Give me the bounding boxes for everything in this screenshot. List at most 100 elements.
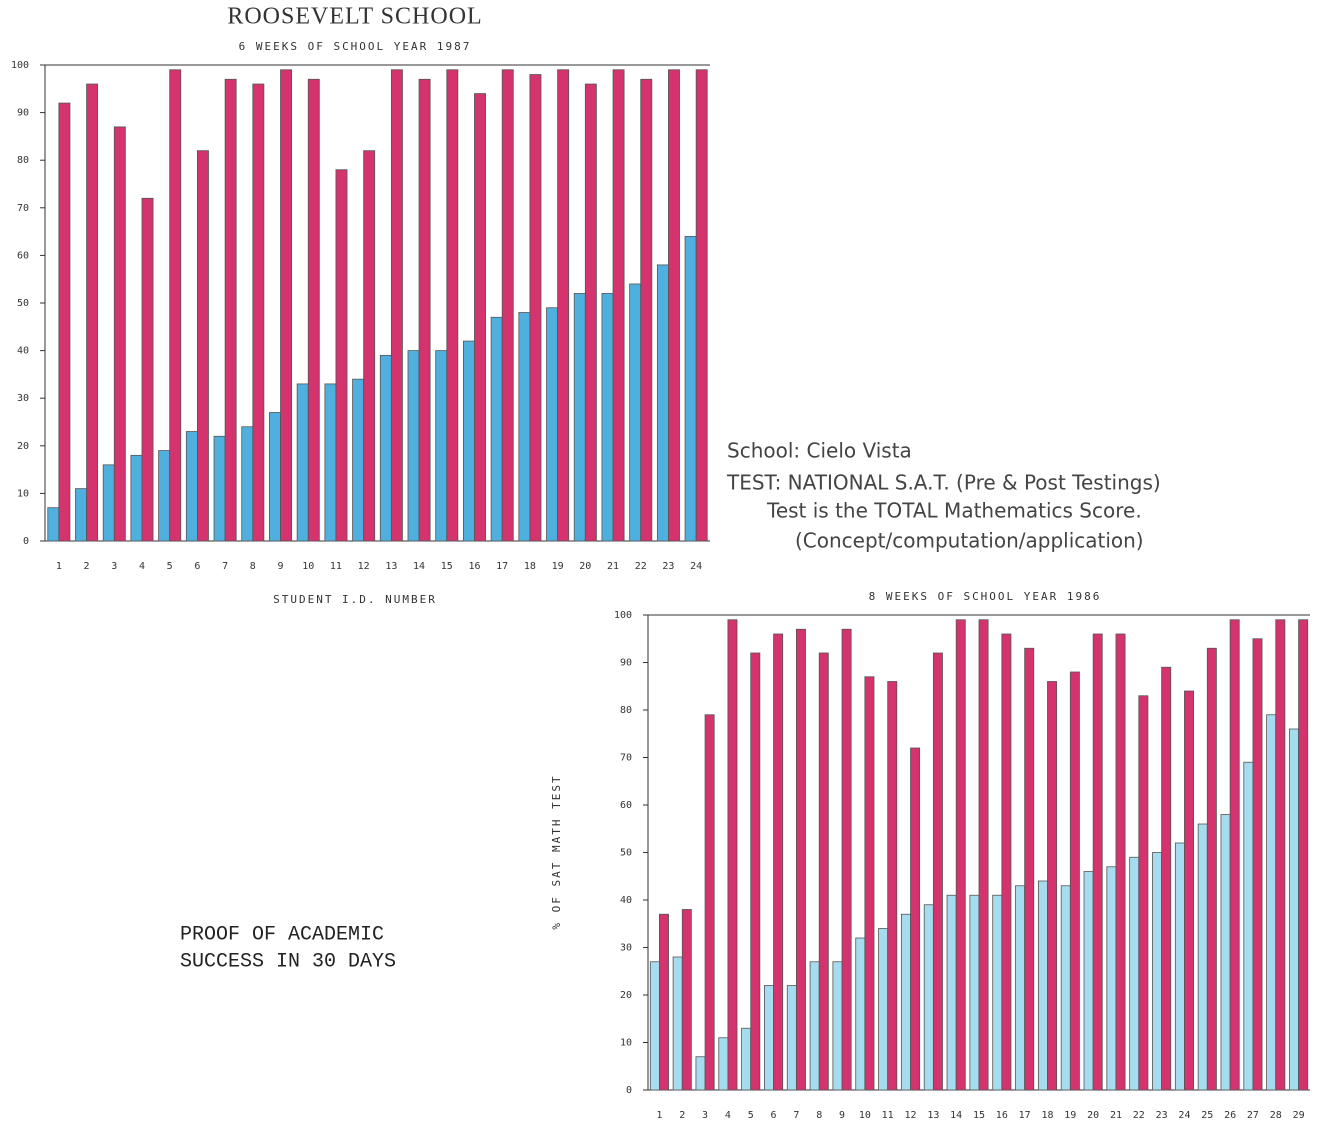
bar [280, 69, 293, 542]
x-tick-label: 19 [552, 561, 564, 572]
x-tick-label: 12 [904, 1110, 916, 1121]
bar [809, 961, 820, 1091]
bar [58, 102, 71, 542]
y-tick-label: 50 [17, 298, 29, 309]
bar [1092, 633, 1103, 1091]
x-tick-label: 8 [250, 561, 256, 572]
bar [887, 681, 898, 1091]
bar [741, 1027, 752, 1091]
bar [681, 909, 692, 1091]
chart-subtitle: 6 WEEKS OF SCHOOL YEAR 1987 [239, 40, 472, 53]
bar [407, 350, 420, 542]
bar [158, 450, 171, 542]
bar [764, 985, 774, 1091]
x-tick-label: 25 [1201, 1110, 1213, 1121]
bar [1206, 647, 1217, 1091]
x-tick-label: 11 [882, 1110, 894, 1121]
bar [352, 378, 365, 542]
bar [1161, 666, 1172, 1091]
annotation: (Concept/computation/application) [795, 529, 1144, 553]
x-tick-label: 17 [1019, 1110, 1031, 1121]
x-tick-label: 27 [1247, 1110, 1259, 1121]
x-tick-label: 14 [413, 561, 425, 572]
bar [1289, 728, 1299, 1091]
y-axis-label: % OF SAT MATH TEST [550, 774, 563, 929]
bar [224, 78, 237, 542]
x-tick-label: 21 [607, 561, 619, 572]
x-tick-label: 13 [385, 561, 397, 572]
bar [978, 619, 989, 1091]
bar [546, 307, 559, 542]
x-tick-label: 5 [748, 1110, 754, 1121]
bar [185, 431, 198, 542]
x-tick-label: 9 [278, 561, 284, 572]
x-tick-label: 20 [1087, 1110, 1099, 1121]
y-tick-label: 60 [17, 250, 29, 261]
x-tick-label: 28 [1270, 1110, 1282, 1121]
x-tick-label: 2 [679, 1110, 685, 1121]
bar [1069, 671, 1080, 1091]
bar [818, 652, 829, 1091]
bar [113, 126, 126, 542]
bar [969, 894, 980, 1091]
y-tick-label: 100 [614, 610, 632, 621]
x-tick-label: 14 [950, 1110, 962, 1121]
bar [640, 78, 653, 542]
y-tick-label: 70 [17, 203, 29, 214]
x-tick-label: 15 [441, 561, 453, 572]
bar [1138, 695, 1149, 1091]
x-tick-label: 4 [139, 561, 145, 572]
bar [878, 928, 889, 1091]
bar [102, 464, 115, 542]
bar [324, 383, 337, 542]
bar [462, 340, 475, 542]
x-tick-label: 7 [222, 561, 228, 572]
bar [141, 197, 154, 542]
bar [1106, 866, 1117, 1091]
bar [1083, 871, 1094, 1091]
x-tick-label: 1 [656, 1110, 662, 1121]
bar [1243, 761, 1254, 1091]
y-tick-label: 90 [620, 658, 632, 669]
bar [518, 312, 531, 542]
x-tick-label: 6 [194, 561, 200, 572]
bar [557, 69, 570, 542]
bar [1152, 852, 1163, 1091]
bar [390, 69, 403, 542]
bar [786, 985, 797, 1091]
bar [649, 961, 660, 1091]
y-tick-label: 40 [620, 895, 632, 906]
x-tick-label: 4 [725, 1110, 731, 1121]
x-tick-label: 12 [358, 561, 370, 572]
annotation: Test is the TOTAL Mathematics Score. [766, 499, 1142, 523]
bar [1037, 880, 1048, 1091]
bar [932, 652, 943, 1091]
x-tick-label: 22 [635, 561, 647, 572]
bar [1001, 633, 1012, 1091]
y-tick-label: 10 [17, 488, 29, 499]
x-tick-label: 10 [859, 1110, 871, 1121]
bar [363, 150, 376, 542]
bar [1220, 814, 1231, 1091]
bar [900, 913, 911, 1091]
y-tick-label: 0 [626, 1085, 632, 1096]
annotation: TEST: NATIONAL S.A.T. (Pre & Post Testin… [726, 471, 1161, 495]
x-tick-label: 11 [330, 561, 342, 572]
x-tick-label: 1 [56, 561, 62, 572]
bar [169, 69, 182, 542]
x-tick-label: 22 [1133, 1110, 1145, 1121]
bar [446, 69, 459, 542]
y-tick-label: 100 [11, 60, 29, 71]
bar [1275, 619, 1286, 1091]
bar [910, 747, 921, 1091]
y-tick-label: 80 [17, 155, 29, 166]
x-tick-label: 24 [1178, 1110, 1190, 1121]
bar [855, 937, 866, 1091]
bar [196, 150, 209, 542]
x-tick-label: 8 [816, 1110, 822, 1121]
bar [1047, 681, 1058, 1091]
x-tick-label: 18 [1041, 1110, 1053, 1121]
annotation: School: Cielo Vista [727, 439, 912, 463]
bar [992, 894, 1003, 1091]
